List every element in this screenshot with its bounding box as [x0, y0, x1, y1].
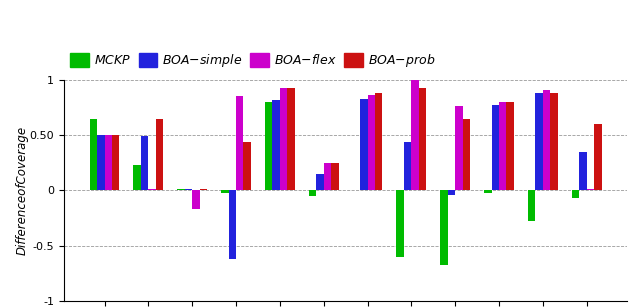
Bar	[287, 87, 295, 190]
Bar	[148, 189, 156, 190]
Bar	[579, 152, 587, 190]
Bar	[543, 90, 550, 190]
Bar	[228, 190, 236, 259]
Bar	[506, 102, 514, 190]
Bar	[280, 87, 287, 190]
Bar	[185, 189, 192, 190]
Bar	[221, 190, 228, 192]
Legend: $\it{MCKP}$, $\it{BOA{-}simple}$, $\it{BOA{-}flex}$, $\it{BOA{-}prob}$: $\it{MCKP}$, $\it{BOA{-}simple}$, $\it{B…	[70, 52, 435, 69]
Bar	[156, 119, 163, 190]
Bar	[396, 190, 404, 257]
Bar	[375, 93, 383, 190]
Bar	[331, 163, 339, 190]
Bar	[141, 136, 148, 190]
Bar	[133, 165, 141, 190]
Bar	[440, 190, 448, 266]
Bar	[492, 105, 499, 190]
Bar	[90, 119, 97, 190]
Bar	[112, 135, 120, 190]
Bar	[177, 189, 185, 190]
Bar	[594, 124, 602, 190]
Bar	[448, 190, 455, 195]
Bar	[404, 142, 412, 190]
Bar	[499, 102, 506, 190]
Bar	[528, 190, 536, 221]
Bar	[308, 190, 316, 196]
Bar	[367, 95, 375, 190]
Bar	[412, 79, 419, 190]
Bar	[587, 189, 594, 190]
Y-axis label: DifferenceofCoverage: DifferenceofCoverage	[15, 126, 28, 255]
Bar	[200, 189, 207, 190]
Bar	[550, 93, 558, 190]
Bar	[104, 135, 112, 190]
Bar	[265, 102, 273, 190]
Bar	[484, 190, 492, 192]
Bar	[97, 135, 104, 190]
Bar	[572, 190, 579, 198]
Bar	[455, 106, 463, 190]
Bar	[536, 93, 543, 190]
Bar	[192, 190, 200, 209]
Bar	[316, 174, 324, 190]
Bar	[463, 119, 470, 190]
Bar	[236, 96, 243, 190]
Bar	[324, 163, 331, 190]
Bar	[360, 99, 367, 190]
Bar	[419, 87, 426, 190]
Bar	[243, 142, 251, 190]
Bar	[273, 100, 280, 190]
